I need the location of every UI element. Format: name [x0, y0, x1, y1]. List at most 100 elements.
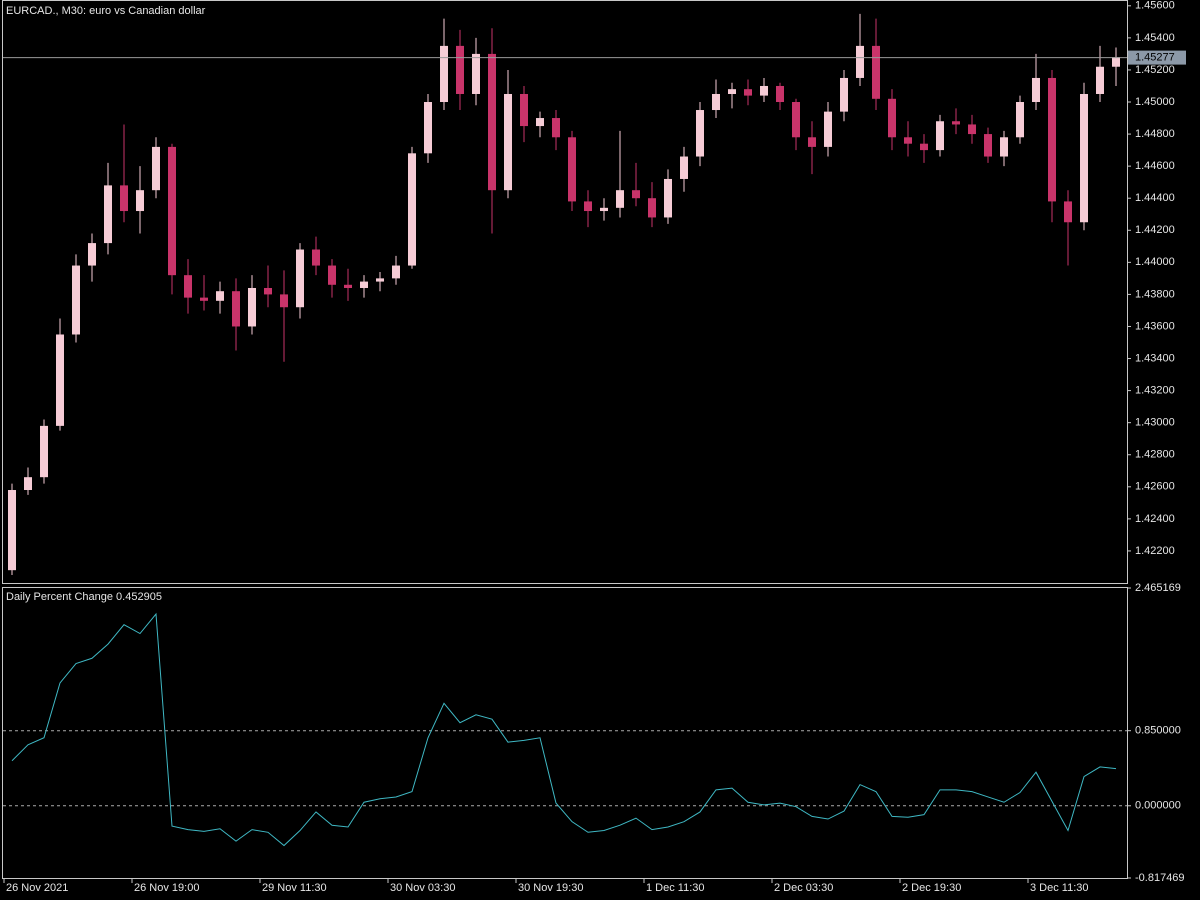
candle-body — [776, 85, 784, 103]
candle-body — [760, 85, 768, 96]
candle-body — [616, 190, 624, 208]
y-tick-label: 1.42400 — [1135, 513, 1175, 525]
candle-body — [1016, 102, 1024, 138]
candle-body — [40, 425, 48, 478]
candle-body — [888, 98, 896, 138]
indicator-line — [11, 612, 1117, 847]
candle-body — [920, 143, 928, 151]
candle-body — [1032, 77, 1040, 103]
candle-body — [344, 284, 352, 288]
candle-body — [104, 185, 112, 244]
candle-body — [1064, 201, 1072, 223]
candle-body — [1000, 137, 1008, 157]
candle-body — [136, 190, 144, 212]
candle-body — [536, 118, 544, 127]
candle-body — [264, 287, 272, 295]
indicator-panel-frame — [2, 587, 1128, 879]
candle-body — [408, 153, 416, 266]
y-tick-label: 2.465169 — [1135, 582, 1181, 594]
candle-body — [504, 93, 512, 191]
last-price-label: 1.45277 — [1135, 52, 1175, 64]
y-tick-label: 1.42200 — [1135, 545, 1175, 557]
candle-body — [152, 146, 160, 191]
candle-body — [600, 207, 608, 212]
candle-body — [360, 281, 368, 288]
candle-body — [744, 89, 752, 96]
y-tick-label: 1.42600 — [1135, 481, 1175, 493]
x-tick-label: 30 Nov 19:30 — [518, 882, 583, 894]
y-tick-label: 0.000000 — [1135, 800, 1181, 812]
y-tick-label: 1.43400 — [1135, 352, 1175, 364]
candle-body — [216, 291, 224, 301]
candle-body — [824, 111, 832, 147]
candle-body — [248, 287, 256, 327]
candle-body — [840, 77, 848, 112]
x-tick-label: 26 Nov 19:00 — [134, 882, 199, 894]
candle-body — [680, 156, 688, 179]
y-tick-label: 1.44800 — [1135, 128, 1175, 140]
y-tick-label: 1.44200 — [1135, 224, 1175, 236]
candle-body — [1048, 77, 1056, 202]
y-tick-label: 1.44400 — [1135, 192, 1175, 204]
candle-body — [184, 275, 192, 298]
y-tick-label: 1.42800 — [1135, 449, 1175, 461]
chart-title: EURCAD., M30: euro vs Canadian dollar — [6, 5, 206, 17]
candle-body — [952, 121, 960, 125]
candle-body — [808, 137, 816, 147]
candle-body — [88, 243, 96, 266]
candle-body — [1080, 93, 1088, 223]
candle-body — [984, 134, 992, 157]
y-tick-label: 1.44600 — [1135, 160, 1175, 172]
candle-body — [296, 249, 304, 308]
candle-body — [232, 291, 240, 327]
candle-body — [168, 146, 176, 276]
candle-body — [56, 334, 64, 426]
candle-body — [584, 201, 592, 212]
candle-body — [24, 477, 32, 491]
candle-body — [648, 198, 656, 218]
x-tick-label: 1 Dec 11:30 — [646, 882, 705, 894]
candle-body — [72, 265, 80, 335]
candle-body — [632, 190, 640, 199]
y-tick-label: 1.45400 — [1135, 32, 1175, 44]
candle-body — [696, 110, 704, 157]
candle-body — [1096, 66, 1104, 94]
y-tick-label: 1.43600 — [1135, 320, 1175, 332]
candle-body — [872, 45, 880, 99]
price-panel-frame — [2, 0, 1128, 584]
y-tick-label: -0.817469 — [1135, 872, 1185, 884]
y-tick-label: 1.43800 — [1135, 288, 1175, 300]
x-tick-label: 2 Dec 03:30 — [774, 882, 833, 894]
candle-body — [792, 102, 800, 138]
y-tick-label: 0.850000 — [1135, 725, 1181, 737]
candle-body — [120, 185, 128, 212]
x-tick-label: 30 Nov 03:30 — [390, 882, 455, 894]
candle-body — [1112, 57, 1120, 67]
last-price-box — [1128, 50, 1186, 65]
candle-body — [280, 294, 288, 308]
y-tick-label: 1.43000 — [1135, 417, 1175, 429]
candle-body — [936, 121, 944, 151]
y-tick-label: 1.43200 — [1135, 385, 1175, 397]
candle-body — [392, 265, 400, 279]
candle-body — [664, 178, 672, 218]
y-tick-label: 1.44000 — [1135, 256, 1175, 268]
candle-body — [328, 265, 336, 285]
candle-body — [8, 490, 16, 571]
candle-body — [376, 278, 384, 282]
candle-body — [520, 93, 528, 127]
candle-body — [728, 89, 736, 94]
candle-body — [488, 53, 496, 191]
candle-body — [856, 45, 864, 78]
candle-body — [904, 137, 912, 144]
candle-body — [440, 45, 448, 103]
x-tick-label: 3 Dec 11:30 — [1030, 882, 1089, 894]
x-tick-label: 29 Nov 11:30 — [262, 882, 327, 894]
candle-body — [424, 102, 432, 154]
candle-body — [968, 124, 976, 135]
candle-body — [200, 297, 208, 301]
y-tick-label: 1.45000 — [1135, 96, 1175, 108]
candle-body — [472, 53, 480, 94]
y-tick-label: 1.45600 — [1135, 0, 1175, 12]
